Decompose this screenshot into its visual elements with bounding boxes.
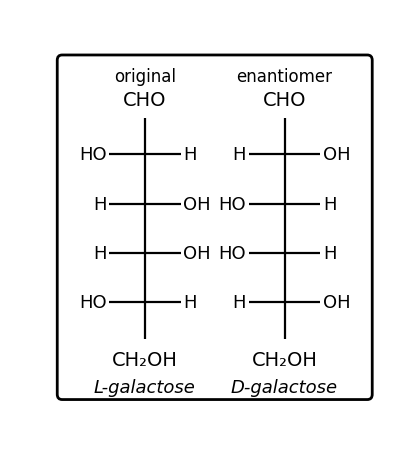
- Text: CH₂OH: CH₂OH: [252, 350, 318, 369]
- Text: OH: OH: [183, 244, 211, 262]
- Text: H: H: [323, 244, 336, 262]
- Text: CHO: CHO: [123, 91, 167, 110]
- Text: H: H: [233, 146, 246, 164]
- Text: CHO: CHO: [263, 91, 306, 110]
- Text: H: H: [93, 195, 106, 213]
- Text: HO: HO: [219, 195, 246, 213]
- Text: D-galactose: D-galactose: [231, 378, 338, 396]
- FancyBboxPatch shape: [57, 56, 372, 400]
- Text: H: H: [233, 294, 246, 312]
- Text: OH: OH: [323, 294, 351, 312]
- Text: HO: HO: [79, 294, 106, 312]
- Text: H: H: [183, 294, 197, 312]
- Text: CH₂OH: CH₂OH: [112, 350, 178, 369]
- Text: OH: OH: [323, 146, 351, 164]
- Text: L-galactose: L-galactose: [94, 378, 196, 396]
- Text: OH: OH: [183, 195, 211, 213]
- Text: H: H: [93, 244, 106, 262]
- Text: HO: HO: [79, 146, 106, 164]
- Text: H: H: [183, 146, 197, 164]
- Text: H: H: [323, 195, 336, 213]
- Text: original: original: [114, 68, 176, 86]
- Text: enantiomer: enantiomer: [237, 68, 333, 86]
- Text: HO: HO: [219, 244, 246, 262]
